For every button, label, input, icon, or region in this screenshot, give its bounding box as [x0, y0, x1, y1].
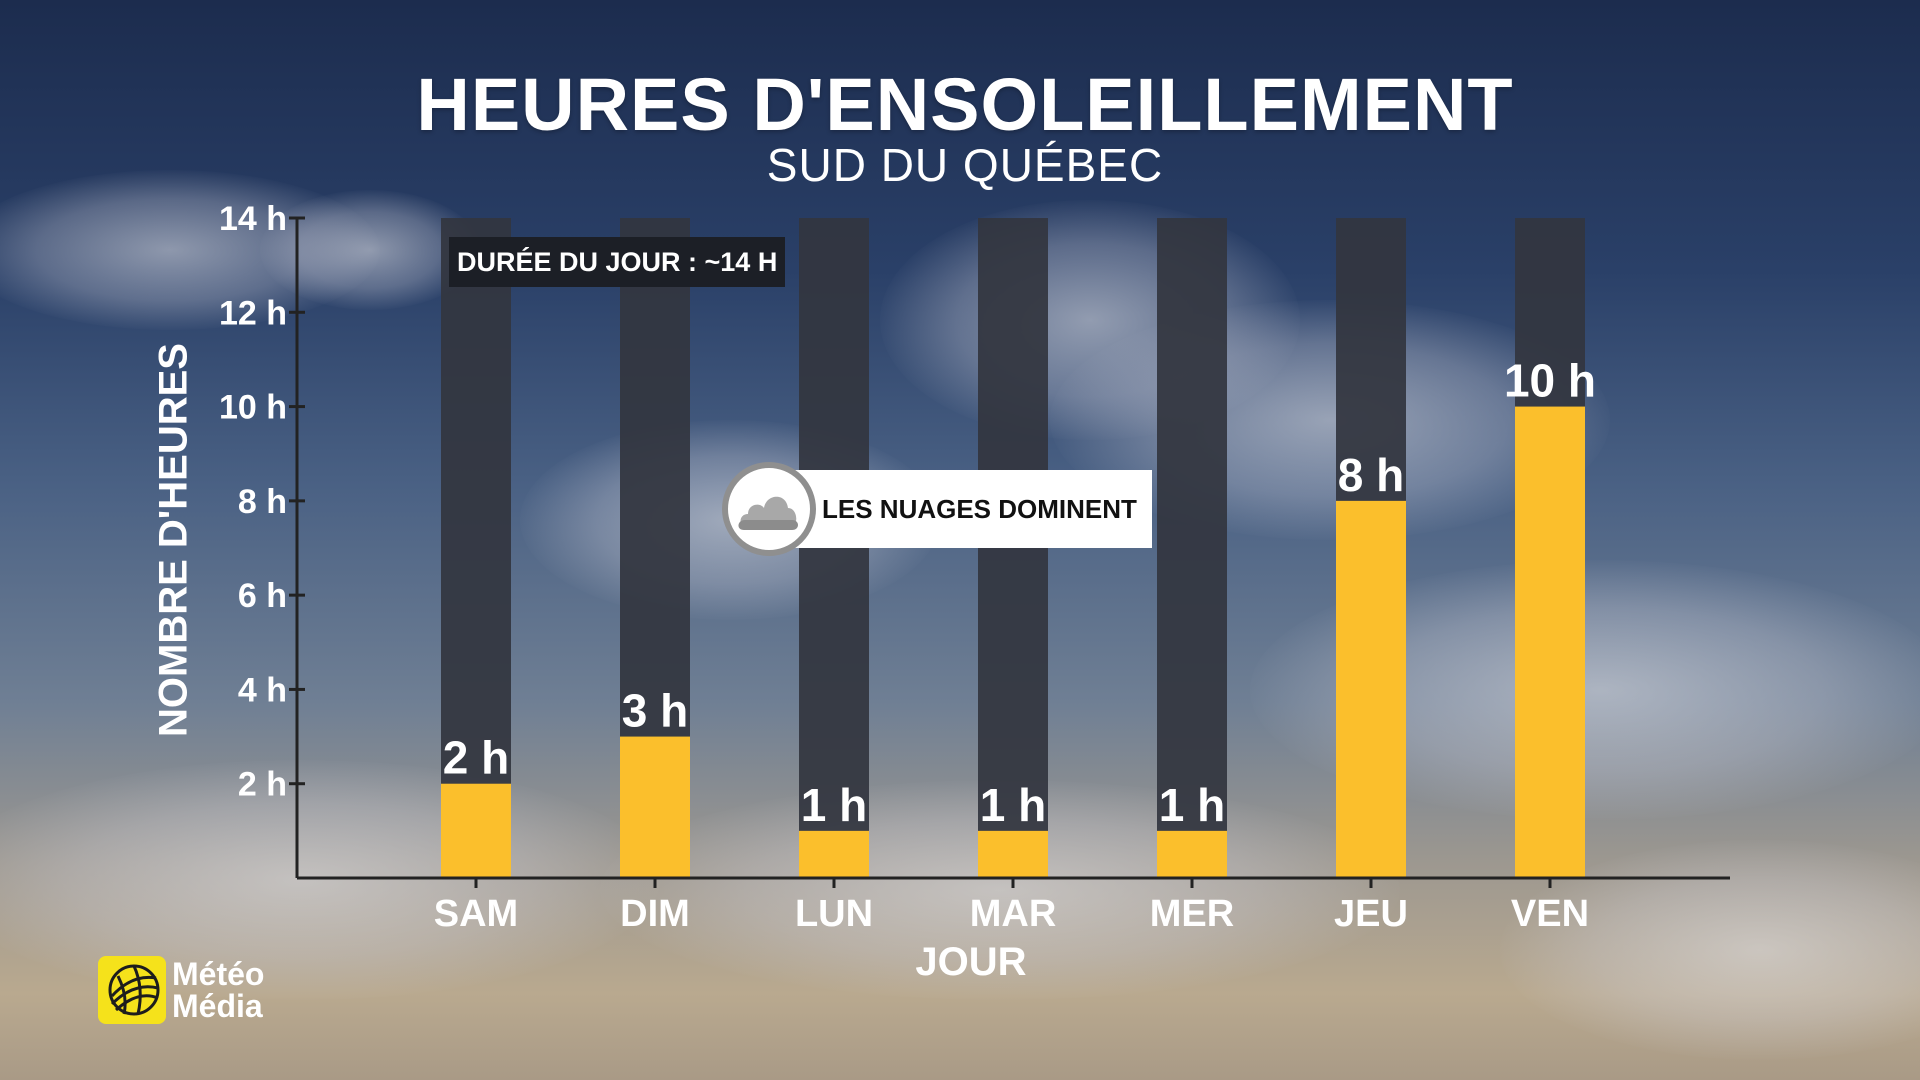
brand-line-1: Météo	[172, 956, 265, 992]
value-label-dim: 3 h	[622, 685, 688, 737]
y-tick-label-4: 4 h	[238, 671, 287, 709]
x-tick-label-jeu: JEU	[1334, 893, 1408, 935]
day-length-bar-lun	[799, 218, 869, 878]
sunshine-bar-lun	[799, 830, 869, 878]
day-length-annotation: DURÉE DU JOUR : ~14 H	[449, 237, 786, 287]
sunshine-bar-sam	[441, 783, 511, 878]
brand-line-2: Média	[172, 988, 263, 1024]
sunshine-bar-ven	[1515, 406, 1585, 878]
day-length-bar-mar	[978, 218, 1048, 878]
value-label-mar: 1 h	[980, 779, 1046, 831]
globe-logo-icon	[108, 964, 160, 1016]
y-tick-label-10: 10 h	[219, 389, 287, 427]
value-label-mer: 1 h	[1159, 779, 1225, 831]
value-label-ven: 10 h	[1504, 355, 1596, 407]
sunshine-bar-mar	[978, 830, 1048, 878]
x-tick-label-mer: MER	[1150, 893, 1234, 935]
y-tick-label-14: 14 h	[219, 200, 287, 238]
x-tick-label-lun: LUN	[795, 893, 873, 935]
y-tick-label-2: 2 h	[238, 766, 287, 804]
y-axis-label: NOMBRE D'HEURES	[151, 343, 196, 737]
day-length-bar-mer	[1157, 218, 1227, 878]
day-length-bar-sam	[441, 218, 511, 878]
value-label-jeu: 8 h	[1338, 449, 1404, 501]
x-tick-label-dim: DIM	[620, 893, 690, 935]
y-tick-label-6: 6 h	[238, 577, 287, 615]
x-tick-label-mar: MAR	[970, 893, 1057, 935]
chart-title: HEURES D'ENSOLEILLEMENT	[416, 63, 1514, 146]
value-label-sam: 2 h	[443, 732, 509, 784]
sunshine-bar-jeu	[1336, 500, 1406, 878]
x-tick-label-ven: VEN	[1511, 893, 1589, 935]
y-tick-label-12: 12 h	[219, 294, 287, 332]
cloud-icon	[722, 462, 816, 556]
brand-text: Météo Média	[172, 958, 264, 1022]
x-axis-label: JOUR	[915, 940, 1027, 984]
clouds-dominate-callout: LES NUAGES DOMINENT	[770, 470, 1152, 548]
meteomedia-logo	[98, 956, 166, 1024]
x-tick-label-sam: SAM	[434, 893, 518, 935]
sunshine-bar-mer	[1157, 830, 1227, 878]
y-tick-label-8: 8 h	[238, 483, 287, 521]
value-label-lun: 1 h	[801, 779, 867, 831]
sunshine-bar-dim	[620, 736, 690, 878]
chart-subtitle: SUD DU QUÉBEC	[766, 139, 1164, 191]
